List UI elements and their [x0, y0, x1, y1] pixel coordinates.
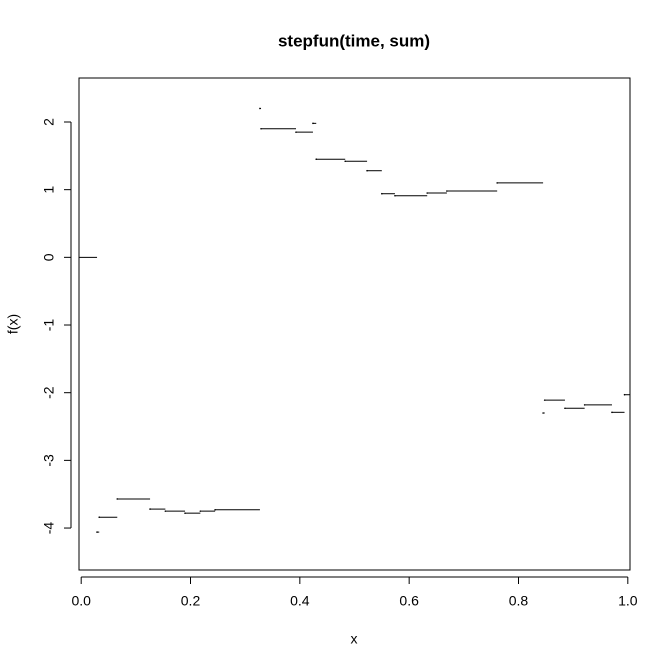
step-point [543, 399, 546, 401]
step-point [583, 404, 586, 406]
step-point [542, 412, 544, 414]
step-point [394, 194, 396, 197]
x-tick-label: 0.2 [181, 593, 201, 609]
x-tick-label: 1.0 [618, 593, 638, 609]
y-tick-label: -4 [41, 522, 57, 535]
y-tick-label: 2 [41, 118, 57, 126]
step-point [312, 122, 314, 125]
step-point [214, 508, 216, 511]
step-point [426, 192, 429, 194]
step-point [116, 498, 119, 500]
plot-box [78, 77, 631, 571]
x-tick-label: 0.6 [399, 593, 419, 609]
y-tick-label: 1 [41, 186, 57, 194]
step-point [344, 160, 347, 163]
step-point [260, 127, 262, 130]
step-point [199, 510, 202, 512]
step-point [496, 182, 498, 184]
step-point [564, 407, 566, 410]
y-tick-label: -2 [41, 386, 57, 399]
step-point [315, 158, 318, 161]
step-point [149, 508, 151, 510]
step-point [184, 512, 186, 514]
chart-title: stepfun(time, sum) [278, 31, 430, 50]
step-point [446, 190, 448, 192]
step-point [623, 393, 626, 396]
y-tick-label: 0 [41, 253, 57, 261]
step-point [259, 107, 261, 110]
step-point [295, 131, 297, 133]
step-point [611, 411, 613, 414]
y-axis-label: f(x) [5, 314, 21, 334]
step-point [98, 516, 101, 519]
x-tick-label: 0.0 [71, 593, 91, 609]
y-tick-label: -1 [41, 319, 57, 332]
x-tick-label: 0.4 [290, 593, 310, 609]
x-tick-label: 0.8 [509, 593, 529, 609]
step-point [366, 169, 368, 172]
step-point [381, 192, 383, 195]
x-axis-label: x [351, 631, 358, 647]
y-tick-label: -3 [41, 454, 57, 467]
step-point [164, 510, 167, 512]
step-point [96, 531, 98, 533]
